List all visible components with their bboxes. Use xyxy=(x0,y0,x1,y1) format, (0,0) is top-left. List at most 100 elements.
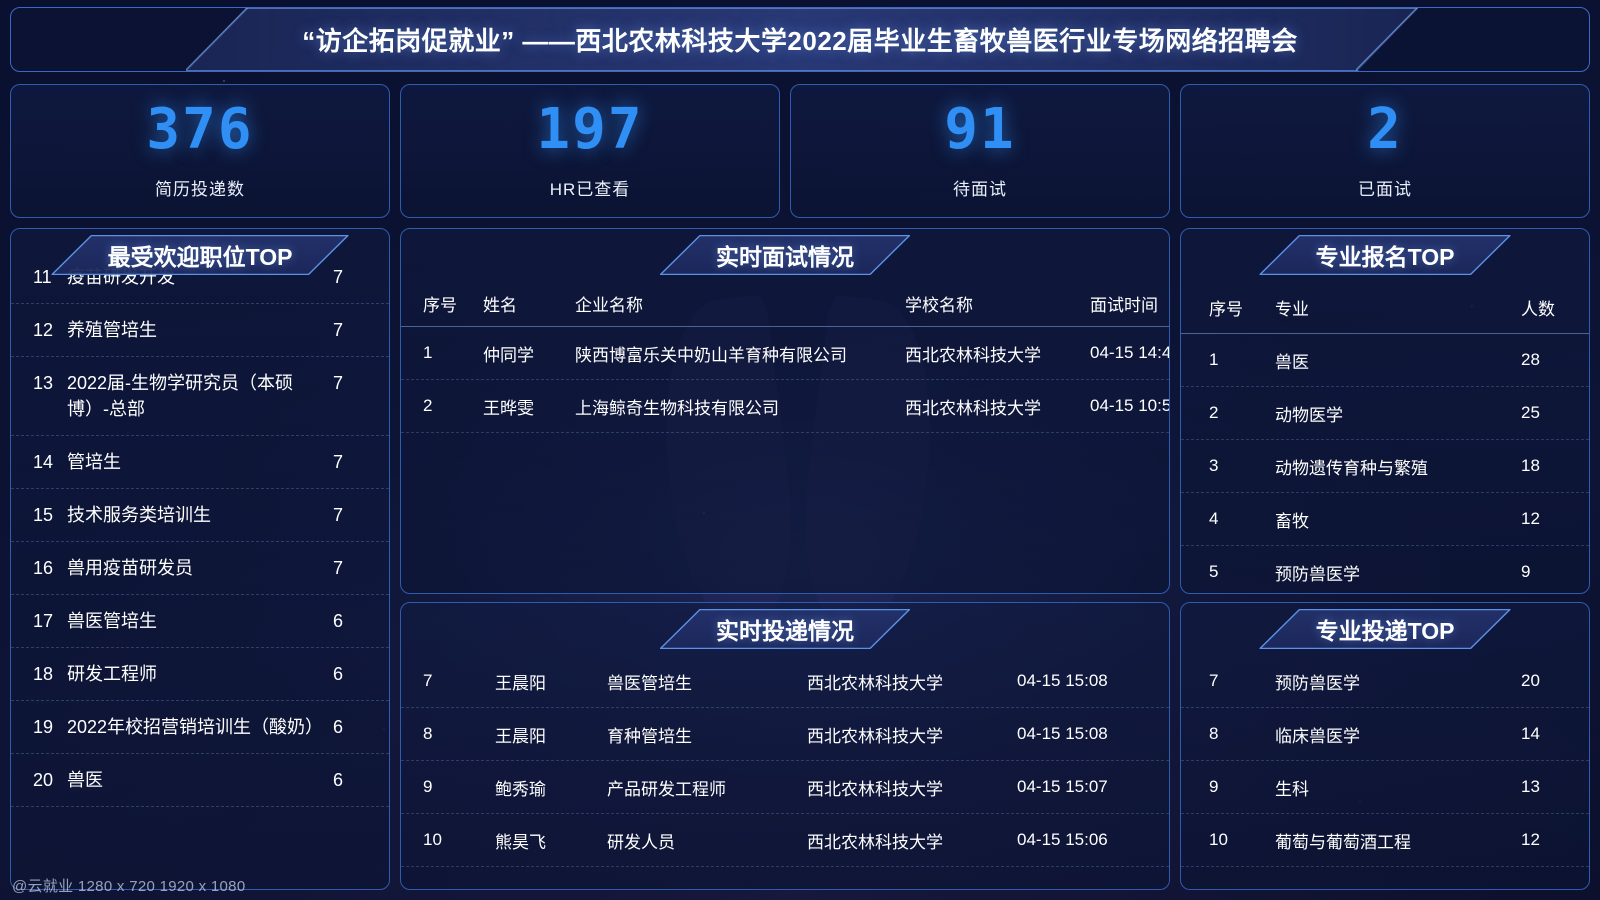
col-company-header: 企业名称 xyxy=(575,296,643,315)
position-count: 7 xyxy=(333,505,344,525)
panel-header-realtime-interviews: 实时面试情况 xyxy=(660,235,910,275)
table-row[interactable]: 1 仲同学 陕西博富乐关中奶山羊育种有限公司 西北农林科技大学 04-15 14:47 xyxy=(401,327,1169,380)
position-count: 6 xyxy=(333,611,344,631)
kpi-value: 197 xyxy=(536,97,644,162)
list-item[interactable]: 17 兽医管培生 6 xyxy=(11,595,389,648)
col-interview-time-cell: 04-15 10:55 xyxy=(1090,396,1169,415)
table-row[interactable]: 9 生科 13 xyxy=(1181,761,1589,814)
col-count-cell: 20 xyxy=(1521,671,1540,690)
col-school-header: 学校名称 xyxy=(905,296,973,315)
col-name-cell: 仲同学 xyxy=(483,345,534,365)
col-school-cell: 西北农林科技大学 xyxy=(905,398,1041,418)
table-row[interactable]: 8 临床兽医学 14 xyxy=(1181,708,1589,761)
position-name: 兽医 xyxy=(67,770,103,790)
kpi-card-pending-interview: 91 待面试 xyxy=(790,84,1170,218)
col-interview-time-cell: 04-15 14:47 xyxy=(1090,343,1169,362)
panel-popular-positions: 11 疫苗研发开发 7 12 养殖管培生 7 13 2022届-生物学研究员（本硕博）-总部 7… xyxy=(10,228,390,890)
table-row[interactable]: 5 预防兽医学 9 xyxy=(1181,546,1589,593)
table-row[interactable]: 7 王晨阳 兽医管培生 西北农林科技大学 04-15 15:08 xyxy=(401,655,1169,708)
list-item[interactable]: 20 兽医 6 xyxy=(11,754,389,807)
table-row[interactable]: 9 鲍秀瑜 产品研发工程师 西北农林科技大学 04-15 15:07 xyxy=(401,761,1169,814)
col-count-header: 人数 xyxy=(1521,299,1555,319)
list-item[interactable]: 15 技术服务类培训生 7 xyxy=(11,489,389,542)
table-header-row: 序号 专业 人数 xyxy=(1181,281,1589,334)
position-name: 兽医管培生 xyxy=(67,611,157,631)
position-count: 6 xyxy=(333,664,344,684)
position-name: 2022年校招营销培训生（酸奶） xyxy=(67,717,324,737)
table-row[interactable]: 10 葡萄与葡萄酒工程 12 xyxy=(1181,814,1589,867)
table-header-row: 序号 姓名 企业名称 学校名称 面试时间 xyxy=(401,281,1169,327)
col-seq-cell: 4 xyxy=(1209,509,1219,528)
kpi-card-hr-viewed: 197 HR已查看 xyxy=(400,84,780,218)
panel-header-realtime-submissions: 实时投递情况 xyxy=(660,609,910,649)
col-seq-header: 序号 xyxy=(423,296,457,315)
list-item[interactable]: 19 2022年校招营销培训生（酸奶） 6 xyxy=(11,701,389,754)
col-major-cell: 葡萄与葡萄酒工程 xyxy=(1275,832,1411,852)
title-banner-edge-left xyxy=(186,8,248,71)
col-submit-time-cell: 04-15 15:08 xyxy=(1017,671,1108,690)
position-count: 6 xyxy=(333,770,344,790)
col-seq-cell: 10 xyxy=(1209,830,1228,849)
position-count: 7 xyxy=(333,558,344,578)
col-school-cell: 西北农林科技大学 xyxy=(905,345,1041,365)
submissions-table: 7 王晨阳 兽医管培生 西北农林科技大学 04-15 15:08 8 王晨阳 育种管培生 西北农… xyxy=(401,655,1169,889)
col-seq-cell: 10 xyxy=(423,830,442,849)
col-count-cell: 12 xyxy=(1521,509,1540,528)
col-count-cell: 28 xyxy=(1521,350,1540,369)
table-row[interactable]: 4 畜牧 12 xyxy=(1181,493,1589,546)
col-count-cell: 12 xyxy=(1521,830,1540,849)
table-row[interactable]: 2 动物医学 25 xyxy=(1181,387,1589,440)
kpi-value: 376 xyxy=(146,97,254,162)
col-name-cell: 王晨阳 xyxy=(495,726,546,746)
position-rank: 17 xyxy=(33,611,54,631)
position-name: 养殖管培生 xyxy=(67,320,157,340)
list-item[interactable]: 14 管培生 7 xyxy=(11,436,389,489)
table-row[interactable]: 8 王晨阳 育种管培生 西北农林科技大学 04-15 15:08 xyxy=(401,708,1169,761)
list-item[interactable]: 16 兽用疫苗研发员 7 xyxy=(11,542,389,595)
position-count: 6 xyxy=(333,717,344,737)
panel-realtime-interviews: 实时面试情况 序号 姓名 企业名称 学校名称 面试时间 1 仲同学 陕西博富乐关中奶山羊育种有… xyxy=(400,228,1170,594)
col-company-cell: 上海鲸奇生物科技有限公司 xyxy=(575,398,779,418)
list-item[interactable]: 18 研发工程师 6 xyxy=(11,648,389,701)
major-submission-table: 7 预防兽医学 20 8 临床兽医学 14 9 生科 13 10 葡萄与葡萄酒工程 12 xyxy=(1181,655,1589,889)
position-rank: 11 xyxy=(33,267,52,287)
col-interview-time-header: 面试时间 xyxy=(1090,296,1158,315)
table-row[interactable]: 3 动物遗传育种与繁殖 18 xyxy=(1181,440,1589,493)
col-company-cell: 陕西博富乐关中奶山羊育种有限公司 xyxy=(575,345,847,365)
col-seq-cell: 5 xyxy=(1209,562,1219,581)
table-row[interactable]: 7 预防兽医学 20 xyxy=(1181,655,1589,708)
col-job-cell: 产品研发工程师 xyxy=(607,779,726,799)
list-item[interactable]: 12 养殖管培生 7 xyxy=(11,304,389,357)
col-job-cell: 育种管培生 xyxy=(607,726,692,746)
col-submit-time-cell: 04-15 15:06 xyxy=(1017,830,1108,849)
col-seq-cell: 7 xyxy=(1209,671,1219,690)
col-seq-cell: 7 xyxy=(423,671,433,690)
col-count-cell: 9 xyxy=(1521,562,1531,581)
col-name-header: 姓名 xyxy=(483,296,517,315)
page-title: “访企拓岗促就业” ——西北农林科技大学2022届毕业生畜牧兽医行业专场网络招聘… xyxy=(302,26,1298,56)
panel-header-major-registration: 专业报名TOP xyxy=(1260,235,1511,275)
popular-positions-scroll-area[interactable]: 11 疫苗研发开发 7 12 养殖管培生 7 13 2022届-生物学研究员（本硕博）-总部 7… xyxy=(11,251,389,889)
col-seq-cell: 2 xyxy=(1209,403,1219,422)
col-submit-time-cell: 04-15 15:08 xyxy=(1017,724,1108,743)
position-rank: 20 xyxy=(33,770,54,790)
col-job-cell: 研发人员 xyxy=(607,832,675,852)
position-count: 7 xyxy=(333,373,344,393)
position-name: 2022届-生物学研究员（本硕博）-总部 xyxy=(67,373,294,419)
title-banner-edge-right xyxy=(1356,8,1418,71)
position-rank: 16 xyxy=(33,558,54,578)
kpi-card-resume-submissions: 376 简历投递数 xyxy=(10,84,390,218)
col-seq-cell: 1 xyxy=(1209,350,1219,369)
table-row[interactable]: 1 兽医 28 xyxy=(1181,334,1589,387)
list-item[interactable]: 13 2022届-生物学研究员（本硕博）-总部 7 xyxy=(11,357,389,436)
col-count-cell: 18 xyxy=(1521,456,1540,475)
position-rank: 12 xyxy=(33,320,54,340)
col-major-cell: 动物遗传育种与繁殖 xyxy=(1275,458,1428,478)
panel-realtime-submissions: 实时投递情况 7 王晨阳 兽医管培生 西北农林科技大学 04-15 15:08 8 王晨阳育… xyxy=(400,602,1170,890)
position-count: 7 xyxy=(333,267,344,287)
table-row[interactable]: 10 熊昊飞 研发人员 西北农林科技大学 04-15 15:06 xyxy=(401,814,1169,867)
col-major-cell: 预防兽医学 xyxy=(1275,564,1360,584)
position-rank: 19 xyxy=(33,717,54,737)
table-row[interactable]: 2 王晔雯 上海鲸奇生物科技有限公司 西北农林科技大学 04-15 10:55 xyxy=(401,380,1169,433)
